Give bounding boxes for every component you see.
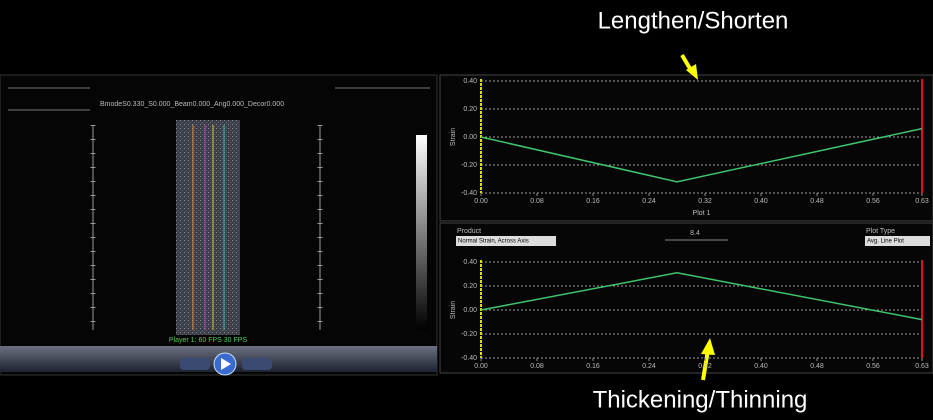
x-tick-label: 0.00 <box>474 198 488 205</box>
x-tick-label: 0.08 <box>530 198 544 205</box>
viewer-header: BmodeS0.330_S0.000_Beam0.000_Ang0.000_De… <box>100 101 284 108</box>
y-tick-label: -0.40 <box>461 190 477 197</box>
y-tick-label: -0.20 <box>461 162 477 169</box>
slider-value: 8.4 <box>690 230 700 237</box>
gray-bar <box>416 135 427 330</box>
ultrasound-image <box>176 120 240 335</box>
x-axis-label: Plot 1 <box>693 210 711 217</box>
annotation: Lengthen/Shorten <box>598 7 789 34</box>
player-status: Player 1: 60 FPS 30 FPS <box>169 337 248 344</box>
x-tick-label: 0.40 <box>754 198 768 205</box>
y-axis-label: Strain <box>450 301 457 319</box>
x-tick-label: 0.40 <box>754 363 768 370</box>
product-value: Normal Strain, Across Axis <box>458 239 529 245</box>
screen: BmodeS0.330_S0.000_Beam0.000_Ang0.000_De… <box>0 0 933 420</box>
y-axis-label: Strain <box>450 128 457 146</box>
plot-panel <box>440 75 933 221</box>
y-tick-label: 0.20 <box>463 106 477 113</box>
x-tick-label: 0.32 <box>698 363 712 370</box>
y-tick-label: 0.40 <box>463 259 477 266</box>
x-tick-label: 0.48 <box>810 363 824 370</box>
next-button[interactable] <box>242 358 272 370</box>
x-tick-label: 0.56 <box>866 198 880 205</box>
x-tick-label: 0.24 <box>642 198 656 205</box>
y-tick-label: -0.20 <box>461 331 477 338</box>
x-tick-label: 0.63 <box>915 198 929 205</box>
plot-type-label: Plot Type <box>866 228 895 235</box>
x-tick-label: 0.32 <box>698 198 712 205</box>
y-tick-label: 0.40 <box>463 78 477 85</box>
y-tick-label: 0.20 <box>463 283 477 290</box>
x-tick-label: 0.63 <box>915 363 929 370</box>
x-tick-label: 0.00 <box>474 363 488 370</box>
x-tick-label: 0.56 <box>866 363 880 370</box>
y-tick-label: -0.40 <box>461 355 477 362</box>
x-tick-label: 0.48 <box>810 198 824 205</box>
x-tick-label: 0.16 <box>586 198 600 205</box>
x-tick-label: 0.08 <box>530 363 544 370</box>
x-tick-label: 0.24 <box>642 363 656 370</box>
x-tick-label: 0.16 <box>586 363 600 370</box>
prev-button[interactable] <box>180 358 210 370</box>
product-label: Product <box>457 228 481 235</box>
plot-type-value: Avg. Line Plot <box>867 239 904 245</box>
annotation: Thickening/Thinning <box>593 386 808 413</box>
y-tick-label: 0.00 <box>463 134 477 141</box>
y-tick-label: 0.00 <box>463 307 477 314</box>
